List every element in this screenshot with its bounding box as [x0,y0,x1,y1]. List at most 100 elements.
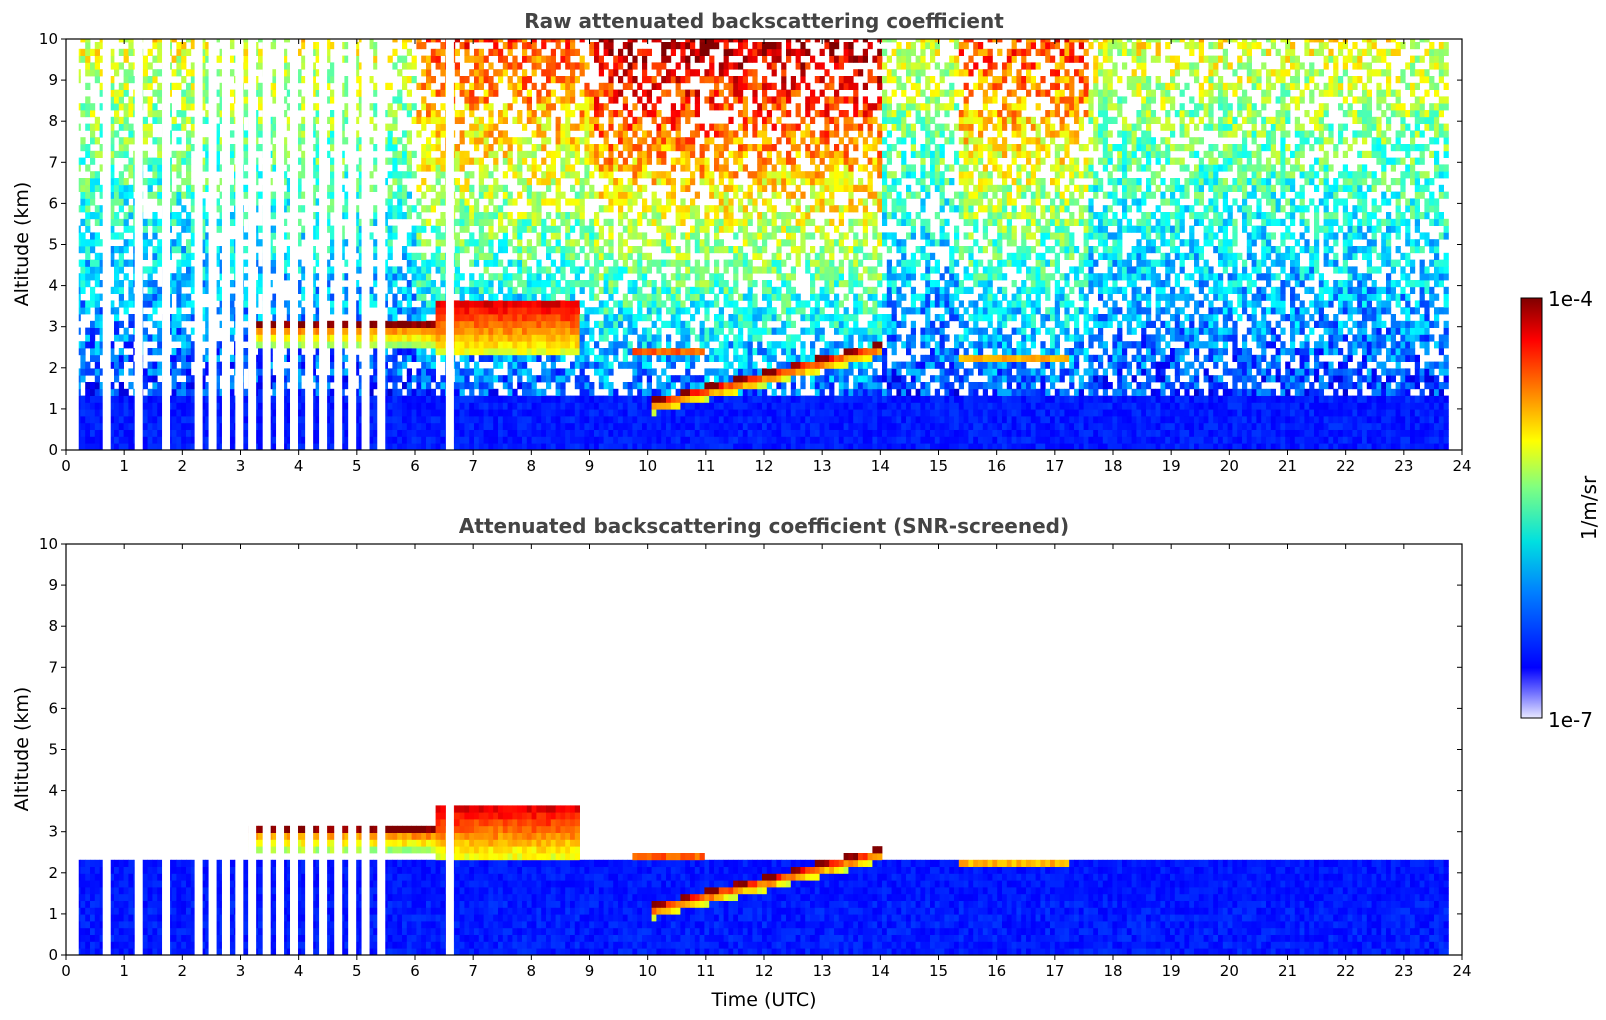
raw-heatmap-cell [354,429,360,437]
raw-heatmap-cell [584,157,590,165]
raw-heatmap-cell [387,429,393,437]
raw-heatmap-cell [613,354,619,362]
raw-heatmap-cell [512,395,518,403]
raw-heatmap-cell [536,266,542,274]
raw-heatmap-cell [474,368,480,376]
raw-heatmap-cell [608,280,614,288]
raw-heatmap-cell [560,191,566,199]
raw-heatmap-cell [85,150,91,158]
raw-heatmap-cell [190,341,196,349]
raw-heatmap-cell [200,246,206,254]
raw-heatmap-cell [507,144,513,152]
raw-heatmap-cell [406,232,412,240]
raw-heatmap-cell [114,116,120,124]
raw-heatmap-cell [507,280,513,288]
raw-heatmap-cell [344,334,350,342]
raw-heatmap-cell [402,436,408,444]
raw-heatmap-cell [200,382,206,390]
raw-heatmap-cell [373,212,379,220]
raw-heatmap-cell [574,48,580,56]
raw-heatmap-cell [416,130,422,138]
raw-heatmap-cell [546,280,552,288]
raw-heatmap-cell [315,388,321,396]
raw-heatmap-cell [618,361,624,369]
raw-heatmap-cell [330,96,336,104]
raw-heatmap-cell [402,334,408,342]
raw-heatmap-cell [200,334,206,342]
raw-heatmap-cell [570,429,576,437]
raw-heatmap-cell [214,402,220,410]
raw-heatmap-cell [406,334,412,342]
raw-heatmap-cell [85,368,91,376]
raw-heatmap-cell [541,191,547,199]
raw-heatmap-cell [555,416,561,424]
raw-heatmap-cell [531,300,537,308]
raw-heatmap-cell [229,402,235,410]
raw-heatmap-cell [493,422,499,430]
raw-heatmap-cell [560,218,566,226]
raw-heatmap-cell [200,62,206,70]
raw-heatmap-cell [397,388,403,396]
raw-heatmap-cell [478,307,484,315]
raw-heatmap-cell [469,327,475,335]
raw-heatmap-cell [546,402,552,410]
raw-heatmap-cell [157,341,163,349]
raw-heatmap-cell [205,110,211,118]
raw-heatmap-cell [464,382,470,390]
raw-heatmap-cell [608,348,614,356]
raw-heatmap-cell [550,395,556,403]
raw-heatmap-cell [440,239,446,247]
raw-heatmap-cell [214,375,220,383]
raw-heatmap-cell [512,314,518,322]
raw-heatmap-cell [502,409,508,417]
raw-heatmap-cell [157,429,163,437]
raw-heatmap-cell [128,171,134,179]
raw-heatmap-cell [354,246,360,254]
raw-heatmap-cell [440,171,446,179]
raw-heatmap-cell [344,354,350,362]
raw-heatmap-cell [243,69,249,77]
raw-heatmap-cell [157,416,163,424]
raw-heatmap-cell [315,443,321,450]
raw-heatmap-cell [469,239,475,247]
raw-heatmap-cell [142,327,148,335]
raw-heatmap-cell [171,388,177,396]
raw-heatmap-cell [118,62,124,70]
raw-heatmap-cell [478,48,484,56]
raw-heatmap-cell [109,341,115,349]
raw-heatmap-cell [598,246,604,254]
raw-heatmap-cell [186,137,192,145]
raw-heatmap-cell [296,327,302,335]
raw-heatmap-cell [483,69,489,77]
raw-heatmap-cell [493,39,499,43]
raw-heatmap-cell [584,110,590,118]
raw-heatmap-cell [152,212,158,220]
raw-heatmap-cell [171,354,177,362]
raw-heatmap-cell [618,89,624,97]
raw-heatmap-cell [579,184,585,192]
raw-heatmap-cell [373,409,379,417]
raw-heatmap-cell [411,307,417,315]
raw-heatmap-cell [502,354,508,362]
raw-heatmap-cell [603,348,609,356]
raw-heatmap-cell [411,55,417,63]
raw-heatmap-cell [469,171,475,179]
raw-heatmap-cell [478,341,484,349]
raw-heatmap-cell [589,130,595,138]
raw-heatmap-cell [142,382,148,390]
raw-heatmap-cell [464,320,470,328]
raw-heatmap-cell [200,388,206,396]
raw-heatmap-cell [80,178,86,186]
raw-heatmap-cell [474,280,480,288]
raw-heatmap-cell [488,259,494,267]
raw-heatmap-cell [330,300,336,308]
raw-heatmap-cell [200,164,206,172]
raw-heatmap-cell [406,164,412,172]
raw-heatmap-cell [214,286,220,294]
raw-heatmap-cell [411,416,417,424]
raw-heatmap-cell [454,320,460,328]
raw-heatmap-cell [454,198,460,206]
raw-heatmap-cell [454,266,460,274]
raw-heatmap-cell [426,150,432,158]
raw-heatmap-cell [536,395,542,403]
